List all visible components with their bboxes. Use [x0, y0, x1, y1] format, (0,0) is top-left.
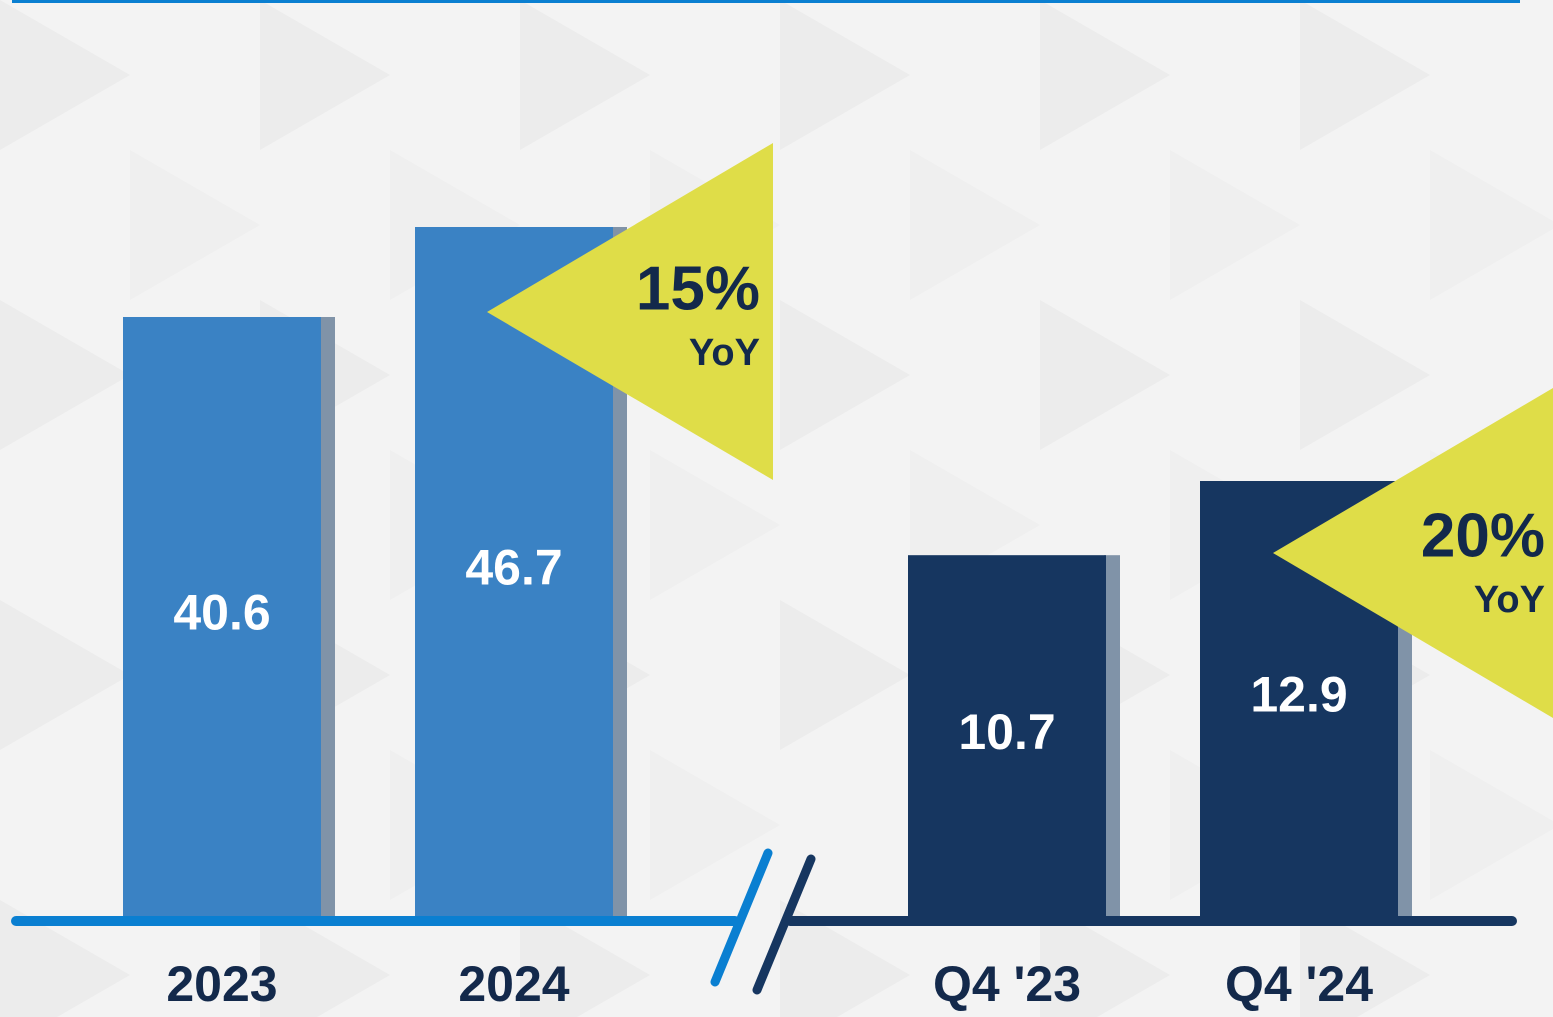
- yoy-label: YoY: [689, 332, 760, 374]
- yoy-label: YoY: [1474, 579, 1545, 621]
- callout: [1273, 388, 1553, 718]
- bar-shadow: [319, 316, 335, 916]
- category-label: Q4 '23: [933, 956, 1081, 1012]
- change-label: 20%: [1421, 501, 1545, 570]
- bar-shadow: [1104, 555, 1120, 916]
- value-label: 46.7: [465, 540, 562, 596]
- bar: [908, 555, 1106, 916]
- bar-shadow: [611, 227, 627, 916]
- value-label: 10.7: [958, 704, 1055, 760]
- category-label: 2023: [166, 956, 277, 1012]
- axis-break: [710, 848, 773, 987]
- bar: [123, 316, 321, 916]
- callout: [487, 143, 773, 480]
- value-label: 40.6: [173, 585, 270, 641]
- change-label: 15%: [636, 254, 760, 323]
- axis-break: [752, 854, 816, 995]
- category-label: Q4 '24: [1225, 956, 1373, 1012]
- category-label: 2024: [458, 956, 569, 1012]
- labels: 40.6 2023 46.7 2024 15% YoY 10.7 Q4 '23 12.9 Q4 '…: [166, 143, 1553, 1012]
- value-label: 12.9: [1250, 667, 1347, 723]
- bars: [123, 227, 1412, 916]
